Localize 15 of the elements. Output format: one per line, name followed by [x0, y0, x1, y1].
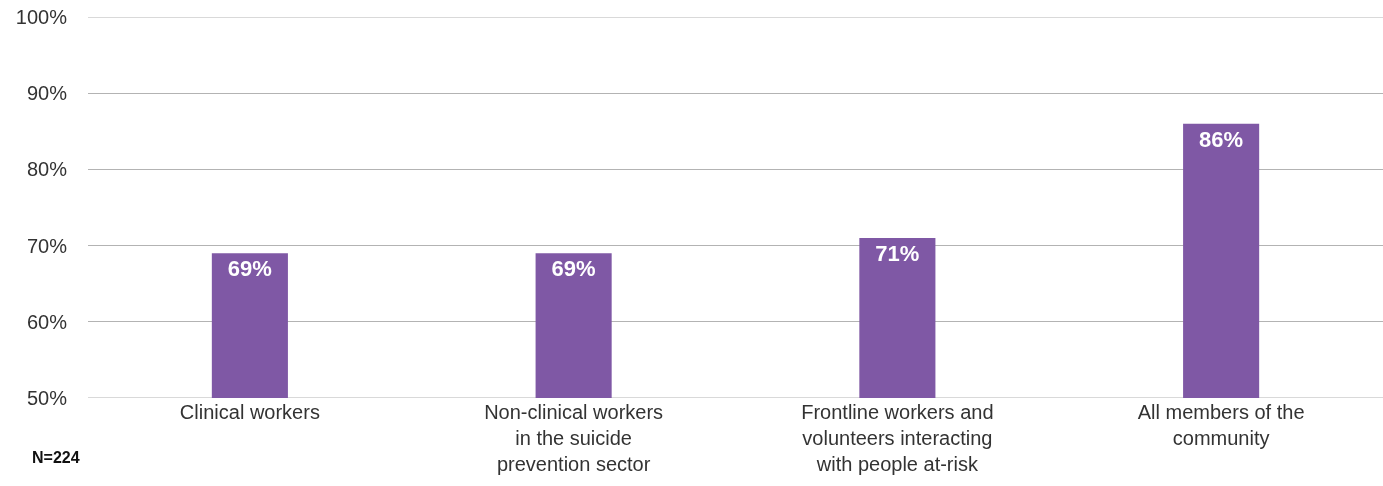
text: N=224	[32, 449, 80, 466]
x-tick-label: All members of the community	[1137, 401, 1305, 449]
data-label: 69%	[551, 256, 596, 282]
y-tick-label: 50%	[26, 387, 68, 409]
x-tick-label: Clinical workers	[179, 401, 320, 423]
y-tick-label: 100%	[15, 6, 68, 28]
y-tick-label: 60%	[26, 310, 68, 333]
data-label: 86%	[1199, 126, 1244, 152]
data-label: 71%	[875, 240, 920, 266]
y-tick-label: 80%	[26, 158, 68, 181]
y-tick-label: 70%	[26, 234, 68, 257]
data-label: 69%	[227, 256, 272, 282]
y-tick-label: 90%	[26, 82, 68, 105]
x-tick-label: Non-clinical workers in the suicide prevention sector	[484, 401, 664, 475]
x-tick-label: Frontline workers and volunteers interacting with people at-risk	[801, 401, 994, 475]
